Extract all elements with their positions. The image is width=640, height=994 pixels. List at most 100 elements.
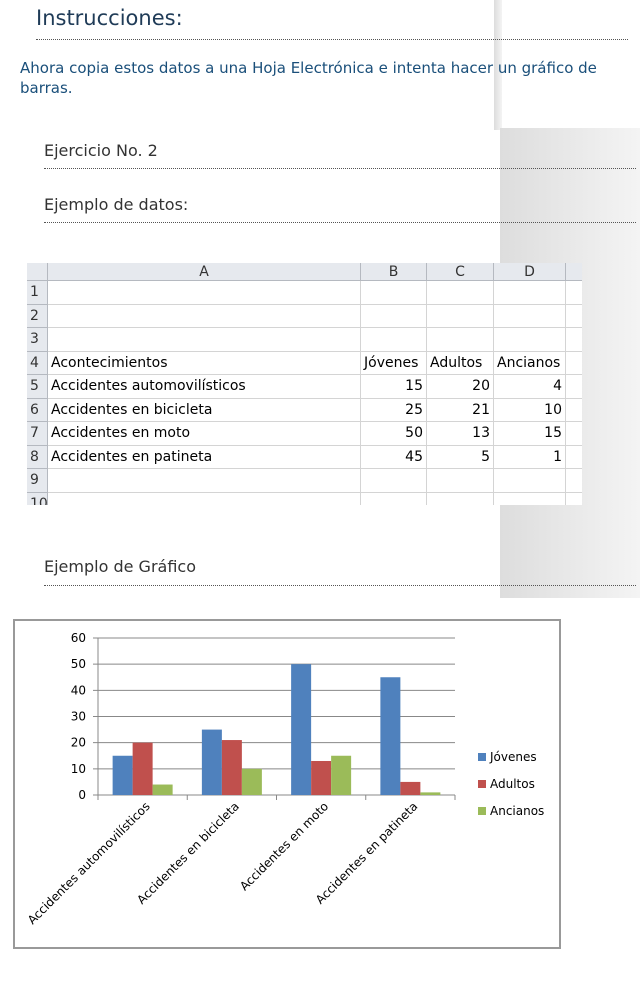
row-number: 2 [27, 304, 48, 328]
instruction: Ahora copia estos datos a una Hoja Elect… [20, 59, 597, 97]
column-header: D [494, 263, 566, 281]
bar [241, 768, 262, 795]
cell: 20 [427, 375, 494, 399]
empty-cell [48, 304, 361, 328]
cell: 4 [494, 375, 566, 399]
row-number: 9 [27, 469, 48, 493]
chart-heading: Ejemplo de Gráfico [44, 557, 196, 576]
y-tick-label: 30 [71, 710, 86, 724]
row-number: 6 [27, 398, 48, 422]
empty-cell [566, 399, 582, 422]
cell: Accidentes en moto [48, 422, 361, 446]
empty-cell [48, 492, 361, 505]
empty-cell [48, 328, 361, 352]
empty-cell [361, 469, 427, 493]
bar [201, 729, 222, 795]
column-header: B [361, 263, 427, 281]
empty-cell [566, 446, 582, 469]
cell: Ancianos [494, 351, 566, 375]
empty-cell [566, 493, 582, 506]
empty-cell [494, 281, 566, 305]
empty-cell [494, 469, 566, 493]
empty-cell [566, 422, 582, 446]
column-header: A [48, 263, 361, 281]
column-header: C [427, 263, 494, 281]
cell: 1 [494, 445, 566, 469]
bar [380, 677, 401, 795]
data-heading: Ejemplo de datos: [44, 195, 189, 214]
y-tick-label: 60 [71, 631, 86, 645]
empty-cell [494, 492, 566, 505]
separator [36, 39, 628, 40]
bar [420, 792, 441, 795]
cell: Accidentes en bicicleta [48, 398, 361, 422]
cell: 25 [361, 398, 427, 422]
legend-swatch [478, 780, 486, 788]
empty-cell [494, 304, 566, 328]
cell: 13 [427, 422, 494, 446]
row-number: 4 [27, 351, 48, 375]
empty-cell [361, 328, 427, 352]
empty-cell [427, 492, 494, 505]
heading: Instrucciones: [36, 6, 183, 30]
cell: 15 [361, 375, 427, 399]
row-number: 8 [27, 445, 48, 469]
cell: Accidentes automovilísticos [48, 375, 361, 399]
column-header [566, 263, 582, 281]
row-number: 7 [27, 422, 48, 446]
empty-cell [427, 281, 494, 305]
y-tick-label: 10 [71, 762, 86, 776]
panel-edge [494, 0, 502, 130]
chart-frame [13, 619, 561, 949]
y-tick-label: 20 [71, 736, 86, 750]
empty-cell [48, 469, 361, 493]
bar [112, 755, 133, 795]
empty-cell [566, 328, 582, 352]
y-tick-label: 0 [78, 788, 86, 802]
row-number: 1 [27, 281, 48, 305]
spreadsheet: A B C D 1 2 3 4 Acontecimientos Jóvenes Adultos Anc… [27, 263, 582, 505]
bar [132, 742, 153, 795]
empty-cell [566, 352, 582, 375]
cell: Jóvenes [361, 351, 427, 375]
empty-cell [427, 328, 494, 352]
empty-cell [566, 469, 582, 493]
bar [400, 781, 421, 795]
corner [27, 263, 48, 281]
legend-label: Adultos [490, 777, 535, 791]
bar [221, 740, 242, 795]
empty-cell [361, 304, 427, 328]
legend-swatch [478, 753, 486, 761]
empty-cell [361, 492, 427, 505]
empty-cell [361, 281, 427, 305]
empty-cell [494, 328, 566, 352]
empty-cell [427, 469, 494, 493]
cell: 21 [427, 398, 494, 422]
bar [311, 760, 332, 795]
cell: 5 [427, 445, 494, 469]
bar [152, 784, 173, 795]
cell: 10 [494, 398, 566, 422]
empty-cell [566, 305, 582, 328]
cell: 50 [361, 422, 427, 446]
y-tick-label: 40 [71, 683, 86, 697]
separator [44, 168, 636, 169]
cell: 45 [361, 445, 427, 469]
separator [44, 585, 636, 586]
bar [291, 664, 312, 795]
cell: 15 [494, 422, 566, 446]
bar [331, 755, 352, 795]
legend-label: Jóvenes [489, 750, 537, 764]
empty-cell [566, 281, 582, 305]
cell: Accidentes en patineta [48, 445, 361, 469]
legend-label: Ancianos [490, 804, 544, 818]
row-number: 10 [27, 492, 48, 505]
cell: Acontecimientos [48, 351, 361, 375]
separator [44, 222, 636, 223]
exercise-title: Ejercicio No. 2 [44, 141, 158, 160]
empty-cell [427, 304, 494, 328]
row-number: 5 [27, 375, 48, 399]
y-tick-label: 50 [71, 657, 86, 671]
